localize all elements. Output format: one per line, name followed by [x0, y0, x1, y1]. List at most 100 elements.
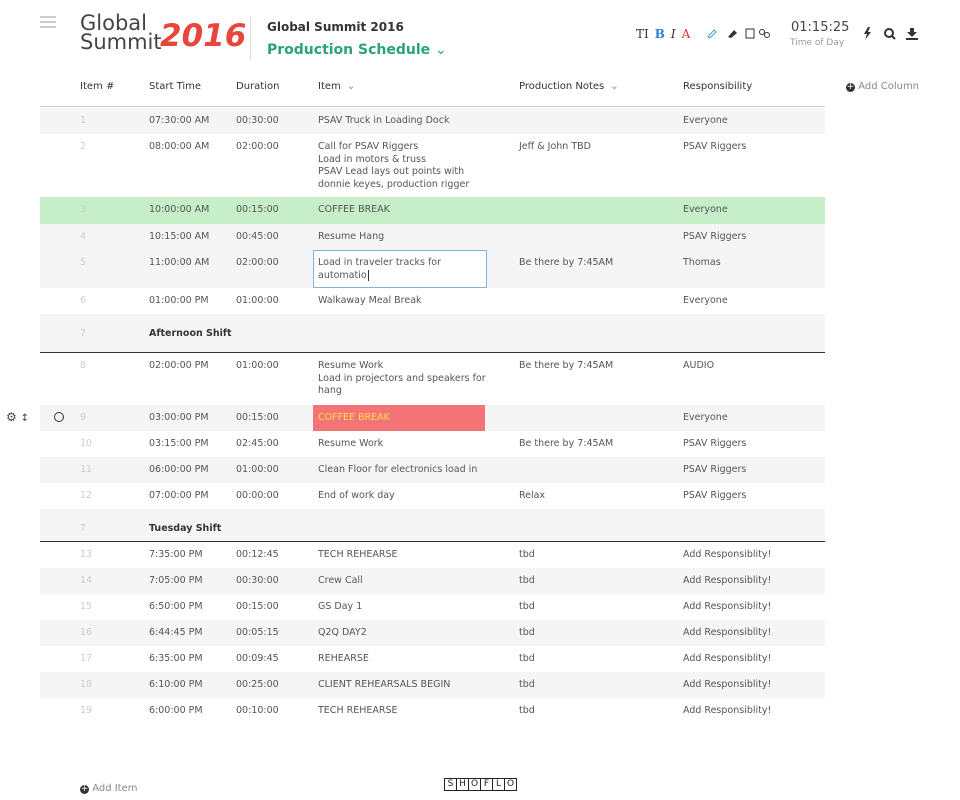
item-line: Walkaway Meal Break [318, 295, 422, 306]
item-line: TECH REHEARSE [318, 705, 398, 716]
responsibility: PSAV Riggers [683, 231, 747, 242]
row[interactable]: 12 07:00:00 PM 00:00:00 End of work day Rela… [40, 483, 825, 509]
row-number: 13 [80, 549, 93, 560]
row[interactable]: 2 08:00:00 AM 02:00:00 Call for PSAV Rigger… [40, 134, 825, 197]
row-number: 18 [80, 679, 93, 690]
row[interactable]: 5 11:00:00 AM 02:00:00 Load in traveler tra… [40, 250, 825, 288]
item-line: GS Day 1 [318, 601, 363, 612]
duration: 00:25:00 [236, 679, 279, 690]
toolbar-button[interactable]: A [681, 27, 691, 41]
row-number: 10 [80, 438, 93, 449]
item-line: TECH REHEARSE [318, 549, 398, 560]
responsibility: Add Responsiblity! [683, 627, 772, 638]
link[interactable] [759, 29, 765, 35]
row[interactable]: 13 7:35:00 PM 00:12:45 TECH REHEARSE tbd Add … [40, 542, 825, 568]
item-line: PSAV Lead lays out points with [318, 166, 465, 177]
notes: tbd [519, 575, 535, 586]
move[interactable]: ↕ [20, 413, 29, 424]
item: Resume Hang [318, 231, 384, 244]
row[interactable]: 6 01:00:00 PM 01:00:00 Walkaway Meal Break E… [40, 288, 825, 314]
select-circle[interactable] [54, 412, 64, 422]
row[interactable]: 19 6:00:00 PM 00:10:00 TECH REHEARSE tbd Add … [40, 698, 825, 724]
logo-year: 2016 [160, 18, 247, 54]
column-header[interactable]: Item ⌄ [318, 81, 355, 92]
row[interactable]: 15 6:50:00 PM 00:15:00 GS Day 1 tbd Add Respo… [40, 594, 825, 620]
responsibility: Everyone [683, 295, 728, 306]
item: Q2Q DAY2 [318, 627, 367, 640]
item-line: REHEARSE [318, 653, 369, 664]
edit-box[interactable] [313, 250, 487, 288]
notes: tbd [519, 627, 535, 638]
responsibility: PSAV Riggers [683, 438, 747, 449]
row[interactable]: 16 6:44:45 PM 00:05:15 Q2Q DAY2 tbd Add Respo… [40, 620, 825, 646]
item: Clean Floor for electronics load in [318, 464, 477, 477]
row-number: 8 [80, 360, 87, 371]
notes: tbd [519, 653, 535, 664]
responsibility: AUDIO [683, 360, 715, 371]
row[interactable]: 8 02:00:00 PM 01:00:00 Resume Work Load in p… [40, 353, 825, 405]
column-header[interactable]: Production Notes ⌄ [519, 81, 619, 92]
start-time: 03:00:00 PM [149, 412, 209, 423]
row-number: 19 [80, 705, 93, 716]
image[interactable] [745, 28, 755, 39]
item: Crew Call [318, 575, 363, 588]
start-time: 08:00:00 AM [149, 141, 210, 152]
download[interactable] [906, 28, 918, 40]
toolbar-button[interactable]: B [654, 27, 665, 41]
add-column-label: Add Column [858, 81, 920, 92]
row[interactable]: 1 07:30:00 AM 00:30:00 PSAV Truck in Loadin… [40, 108, 825, 134]
subtitle-text: Production Schedule [267, 42, 431, 58]
row-number: 16 [80, 627, 93, 638]
start-time: 7:05:00 PM [149, 575, 203, 586]
row-controls[interactable]: ⚙ ↕ [6, 410, 29, 424]
row[interactable]: 18 6:10:00 PM 00:25:00 CLIENT REHEARSALS BE… [40, 672, 825, 698]
brand-letter: F [480, 779, 492, 790]
eraser[interactable] [728, 30, 737, 38]
item-line: Q2Q DAY2 [318, 627, 367, 638]
column-header: Responsibility [683, 81, 752, 92]
notes: Be there by 7:45AM [519, 360, 614, 371]
menu-button[interactable] [40, 16, 56, 28]
notes: Relax [519, 490, 546, 501]
add-column[interactable]: + Add Column [846, 81, 920, 92]
notes: tbd [519, 601, 535, 612]
row[interactable]: 3 10:00:00 AM 00:15:00 COFFEE BREAK Everyone [40, 197, 825, 224]
toolbar-icons [707, 28, 770, 39]
row-number: 12 [80, 490, 93, 501]
row[interactable]: 14 7:05:00 PM 00:30:00 Crew Call tbd Add Resp… [40, 568, 825, 594]
row[interactable]: 11 06:00:00 PM 01:00:00 Clean Floor for ele… [40, 457, 825, 483]
section-row[interactable]: 7 Afternoon Shift [40, 314, 825, 353]
row[interactable]: 9 03:00:00 PM 00:15:00 COFFEE BREAK Everyone [40, 405, 825, 431]
row-number: 3 [80, 204, 87, 215]
column-header-label: Responsibility [683, 81, 753, 92]
start-time: 01:00:00 PM [149, 295, 209, 306]
item: End of work day [318, 490, 395, 503]
duration: 00:00:00 [236, 490, 279, 501]
row[interactable]: 4 10:15:00 AM 00:45:00 Resume Hang PSAV Rigg… [40, 224, 825, 250]
search[interactable] [884, 28, 894, 38]
duration: 02:45:00 [236, 438, 279, 449]
item[interactable]: Load in traveler tracks for automatio [318, 257, 441, 282]
toolbar-button[interactable]: TI [636, 27, 649, 41]
brand-letter: H [456, 779, 468, 790]
toolbar-button[interactable]: I [670, 27, 676, 41]
add-item[interactable]: + Add Item [80, 783, 138, 794]
section-row[interactable]: 7 Tuesday Shift [40, 509, 825, 542]
row[interactable]: 10 03:15:00 PM 02:45:00 Resume Work Be there… [40, 431, 825, 457]
start-time: 6:44:45 PM [149, 627, 203, 638]
item-line: Crew Call [318, 575, 363, 586]
item-line: Load in traveler tracks for [318, 257, 442, 268]
subtitle[interactable]: Production Schedule ⌄ [267, 42, 447, 58]
start-time: 7:35:00 PM [149, 549, 203, 560]
row[interactable]: 17 6:35:00 PM 00:09:45 REHEARSE tbd Add Respo… [40, 646, 825, 672]
responsibility: PSAV Riggers [683, 141, 747, 152]
row-number: 6 [80, 295, 87, 306]
highlighter[interactable] [707, 29, 717, 39]
item-line: Resume Work [318, 438, 384, 449]
gear[interactable]: ⚙ [6, 410, 17, 424]
duration: 00:09:45 [236, 653, 279, 664]
section-title: Tuesday Shift [149, 523, 222, 534]
duration: 00:12:45 [236, 549, 279, 560]
bolt[interactable] [864, 27, 871, 40]
